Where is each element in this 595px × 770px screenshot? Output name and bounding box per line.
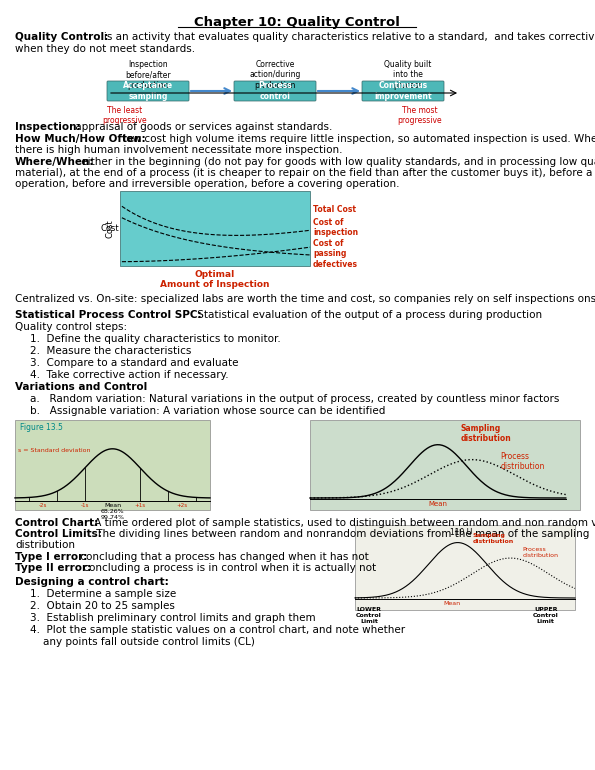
Text: concluding a process is in control when it is actually not: concluding a process is in control when … <box>80 563 376 573</box>
Text: Cost: Cost <box>105 219 114 238</box>
Text: a.   Random variation: Natural variations in the output of process, created by c: a. Random variation: Natural variations … <box>30 394 559 404</box>
FancyBboxPatch shape <box>107 81 189 101</box>
Text: Inspection
before/after
production: Inspection before/after production <box>125 60 171 90</box>
Text: Sampling
distribution: Sampling distribution <box>472 533 513 544</box>
Text: Mean
68.26%: Mean 68.26% <box>101 503 124 514</box>
Text: Quality built
into the
process: Quality built into the process <box>384 60 432 90</box>
Text: Figure 13.5: Figure 13.5 <box>20 423 63 432</box>
Text: The dividing lines between random and nonrandom deviations from the mean of the : The dividing lines between random and no… <box>93 529 590 539</box>
Text: 3.  Compare to a standard and evaluate: 3. Compare to a standard and evaluate <box>30 358 239 368</box>
Text: low cost high volume items require little inspection, so automated inspection is: low cost high volume items require littl… <box>120 134 595 144</box>
Text: 4.  Plot the sample statistic values on a control chart, and note whether
    an: 4. Plot the sample statistic values on a… <box>30 625 405 647</box>
Bar <box>310 420 580 510</box>
Text: Where/When:: Where/When: <box>15 157 95 167</box>
Text: Variations and Control: Variations and Control <box>15 382 147 392</box>
Text: s = Standard deviation: s = Standard deviation <box>18 448 90 453</box>
Text: +1s: +1s <box>135 503 146 508</box>
Text: Cost of
inspection: Cost of inspection <box>313 218 358 237</box>
Text: : is an activity that evaluates quality characteristics relative to a standard, : : is an activity that evaluates quality … <box>97 32 595 42</box>
Text: Process
control: Process control <box>258 82 292 101</box>
Text: Corrective
action/during
production: Corrective action/during production <box>249 60 300 90</box>
Text: Statistical Process Control SPC:: Statistical Process Control SPC: <box>15 310 202 320</box>
Text: Process
distribution: Process distribution <box>522 547 558 557</box>
Text: 2.  Measure the characteristics: 2. Measure the characteristics <box>30 346 192 356</box>
Text: Continuous
improvement: Continuous improvement <box>374 82 432 101</box>
Text: LOWER
Control
Limit: LOWER Control Limit <box>356 607 382 624</box>
Text: -2s: -2s <box>39 503 47 508</box>
FancyBboxPatch shape <box>362 81 444 101</box>
Text: 1.  Define the quality characteristics to monitor.: 1. Define the quality characteristics to… <box>30 334 281 344</box>
Text: 99.74%: 99.74% <box>101 515 124 520</box>
Text: 4.  Take corrective action if necessary.: 4. Take corrective action if necessary. <box>30 370 228 380</box>
Text: A time ordered plot of sample statistics, used to distinguish between random and: A time ordered plot of sample statistics… <box>91 518 595 528</box>
Text: Quality Control:: Quality Control: <box>15 32 108 42</box>
Text: when they do not meet standards.: when they do not meet standards. <box>15 44 195 54</box>
Text: Mean: Mean <box>428 501 447 507</box>
Bar <box>15 420 210 510</box>
Text: 1.  Determine a sample size: 1. Determine a sample size <box>30 589 176 599</box>
Text: either in the beginning (do not pay for goods with low quality standards, and in: either in the beginning (do not pay for … <box>78 157 595 167</box>
Text: Centralized vs. On-site: specialized labs are worth the time and cost, so compan: Centralized vs. On-site: specialized lab… <box>15 294 595 304</box>
Text: Total Cost: Total Cost <box>313 205 356 214</box>
Text: Acceptance
sampling: Acceptance sampling <box>123 82 173 101</box>
Text: material), at the end of a process (it is cheaper to repair on the field than af: material), at the end of a process (it i… <box>15 168 595 178</box>
Text: Cost of
passing
defectives: Cost of passing defectives <box>313 239 358 269</box>
Text: Statistical evaluation of the output of a process during production: Statistical evaluation of the output of … <box>194 310 542 320</box>
Text: there is high human involvement necessitate more inspection.: there is high human involvement necessit… <box>15 145 343 155</box>
Text: +2s: +2s <box>177 503 187 508</box>
Text: UPPER
Control
Limit: UPPER Control Limit <box>533 607 559 624</box>
Text: appraisal of goods or services against standards.: appraisal of goods or services against s… <box>72 122 333 132</box>
Bar <box>120 191 310 266</box>
Text: Control Chart:: Control Chart: <box>15 518 98 528</box>
Text: Cost: Cost <box>101 224 120 233</box>
Text: Quality control steps:: Quality control steps: <box>15 322 127 332</box>
Text: How Much/How Often:: How Much/How Often: <box>15 134 146 144</box>
Text: Type II error:: Type II error: <box>15 563 91 573</box>
Text: distribution: distribution <box>15 540 75 550</box>
Text: 110 U: 110 U <box>450 528 472 537</box>
Text: Process
distribution: Process distribution <box>500 452 545 471</box>
Text: Control Limits:: Control Limits: <box>15 529 102 539</box>
Text: Optimal
Amount of Inspection: Optimal Amount of Inspection <box>160 270 270 290</box>
Text: -1s: -1s <box>80 503 89 508</box>
Text: operation, before and irreversible operation, before a covering operation.: operation, before and irreversible opera… <box>15 179 399 189</box>
FancyBboxPatch shape <box>234 81 316 101</box>
Text: concluding that a process has changed when it has not: concluding that a process has changed wh… <box>77 552 369 562</box>
Text: Designing a control chart:: Designing a control chart: <box>15 577 169 587</box>
Text: Sampling
distribution: Sampling distribution <box>461 424 511 444</box>
Text: Inspection:: Inspection: <box>15 122 81 132</box>
Bar <box>355 525 575 610</box>
Text: The most
progressive: The most progressive <box>397 106 442 126</box>
Text: The least
progressive: The least progressive <box>103 106 148 126</box>
Text: Type I error:: Type I error: <box>15 552 87 562</box>
Text: 3.  Establish preliminary control limits and graph them: 3. Establish preliminary control limits … <box>30 613 315 623</box>
Text: b.   Assignable variation: A variation whose source can be identified: b. Assignable variation: A variation who… <box>30 406 386 416</box>
Text: Chapter 10: Quality Control: Chapter 10: Quality Control <box>194 16 400 29</box>
Text: 2.  Obtain 20 to 25 samples: 2. Obtain 20 to 25 samples <box>30 601 175 611</box>
Text: Mean: Mean <box>443 601 461 606</box>
